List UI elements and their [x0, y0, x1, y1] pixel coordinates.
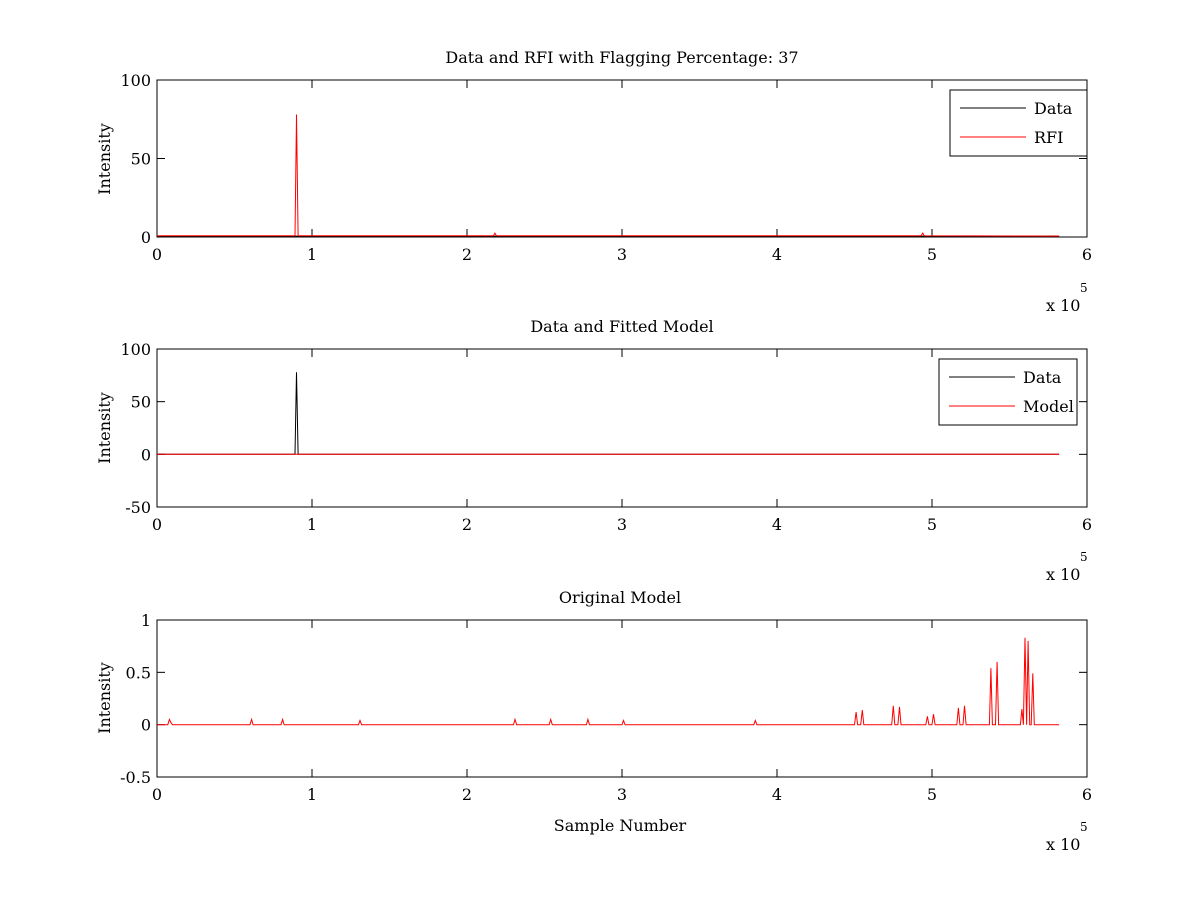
chart-1-x-multiplier-exponent: 5 [1080, 281, 1088, 295]
chart-3-x-multiplier: x 10 5 [1046, 820, 1088, 854]
y-tick-label: -0.5 [120, 768, 151, 787]
chart-2-ylabel: Intensity [95, 392, 114, 464]
y-tick-label: 1 [141, 611, 151, 630]
x-tick-label: 4 [772, 785, 782, 804]
x-tick-label: 1 [307, 245, 317, 264]
x-tick-label: 2 [462, 245, 472, 264]
series-line-rfi [157, 114, 1060, 237]
chart-2-x-multiplier: x 10 5 [1046, 550, 1088, 584]
x-tick-label: 2 [462, 785, 472, 804]
y-tick-label: 50 [131, 150, 151, 169]
x-tick-label: 1 [307, 515, 317, 534]
chart-1-ylabel: Intensity [95, 123, 114, 195]
chart-3-x-multiplier-base: x 10 [1046, 835, 1080, 854]
chart-3-x-multiplier-exponent: 5 [1080, 820, 1088, 834]
x-tick-label: 3 [617, 515, 627, 534]
x-tick-label: 6 [1082, 515, 1092, 534]
chart-1: Data and RFI with Flagging Percentage: 3… [95, 48, 1092, 315]
chart-3-plot: 0 1 2 3 4 5 6-0.500.51 [120, 611, 1092, 804]
chart-3-xlabel: Sample Number [554, 816, 687, 835]
series-line-model [157, 637, 1060, 726]
x-tick-label: 5 [927, 515, 937, 534]
chart-2-x-multiplier-base: x 10 [1046, 565, 1080, 584]
y-tick-label: 0 [141, 716, 151, 735]
chart-3-axes-box [156, 619, 1088, 778]
x-tick-label: 2 [462, 515, 472, 534]
legend-box [938, 358, 1078, 426]
y-tick-label: 50 [131, 393, 151, 412]
legend-entry: Model [1023, 397, 1074, 416]
chart-3-title: Original Model [559, 588, 681, 607]
x-tick-label: 5 [927, 785, 937, 804]
y-tick-label: 0 [141, 228, 151, 247]
legend-entry: Data [1023, 368, 1062, 387]
chart-1-x-multiplier: x 10 5 [1046, 281, 1088, 315]
y-tick-label: -50 [125, 498, 151, 517]
x-tick-label: 0 [152, 515, 162, 534]
y-tick-label: 0.5 [126, 663, 151, 682]
x-tick-label: 3 [617, 245, 627, 264]
chart-2-title: Data and Fitted Model [530, 317, 713, 336]
chart-3-ylabel: Intensity [95, 662, 114, 734]
x-tick-label: 4 [772, 245, 782, 264]
x-tick-label: 5 [927, 245, 937, 264]
y-tick-label: 100 [120, 340, 151, 359]
legend-entry: Data [1034, 99, 1073, 118]
chart-2-legend: Data Model [938, 358, 1078, 426]
x-tick-label: 6 [1082, 245, 1092, 264]
chart-1-plot: 0 1 2 3 4 5 6 0 50 100 Data RFI [120, 71, 1092, 264]
y-tick-label: 0 [141, 445, 151, 464]
x-tick-label: 4 [772, 515, 782, 534]
series-line-data [157, 372, 1060, 455]
x-tick-label: 3 [617, 785, 627, 804]
chart-1-legend: Data RFI [949, 89, 1088, 157]
chart-1-x-multiplier-base: x 10 [1046, 296, 1080, 315]
y-tick-label: 100 [120, 71, 151, 90]
chart-2: Data and Fitted Model Intensity 0 1 2 3 4 5 6 -… [95, 317, 1092, 584]
x-tick-label: 0 [152, 245, 162, 264]
chart-1-axes-box [156, 79, 1088, 238]
chart-1-title: Data and RFI with Flagging Percentage: 3… [445, 48, 798, 67]
chart-2-x-multiplier-exponent: 5 [1080, 550, 1088, 564]
legend-box [949, 89, 1088, 157]
x-tick-label: 0 [152, 785, 162, 804]
legend-entry: RFI [1034, 128, 1063, 147]
x-tick-label: 1 [307, 785, 317, 804]
x-tick-label: 6 [1082, 785, 1092, 804]
chart-3: Original Model Intensity Sample Number 0… [95, 588, 1092, 854]
